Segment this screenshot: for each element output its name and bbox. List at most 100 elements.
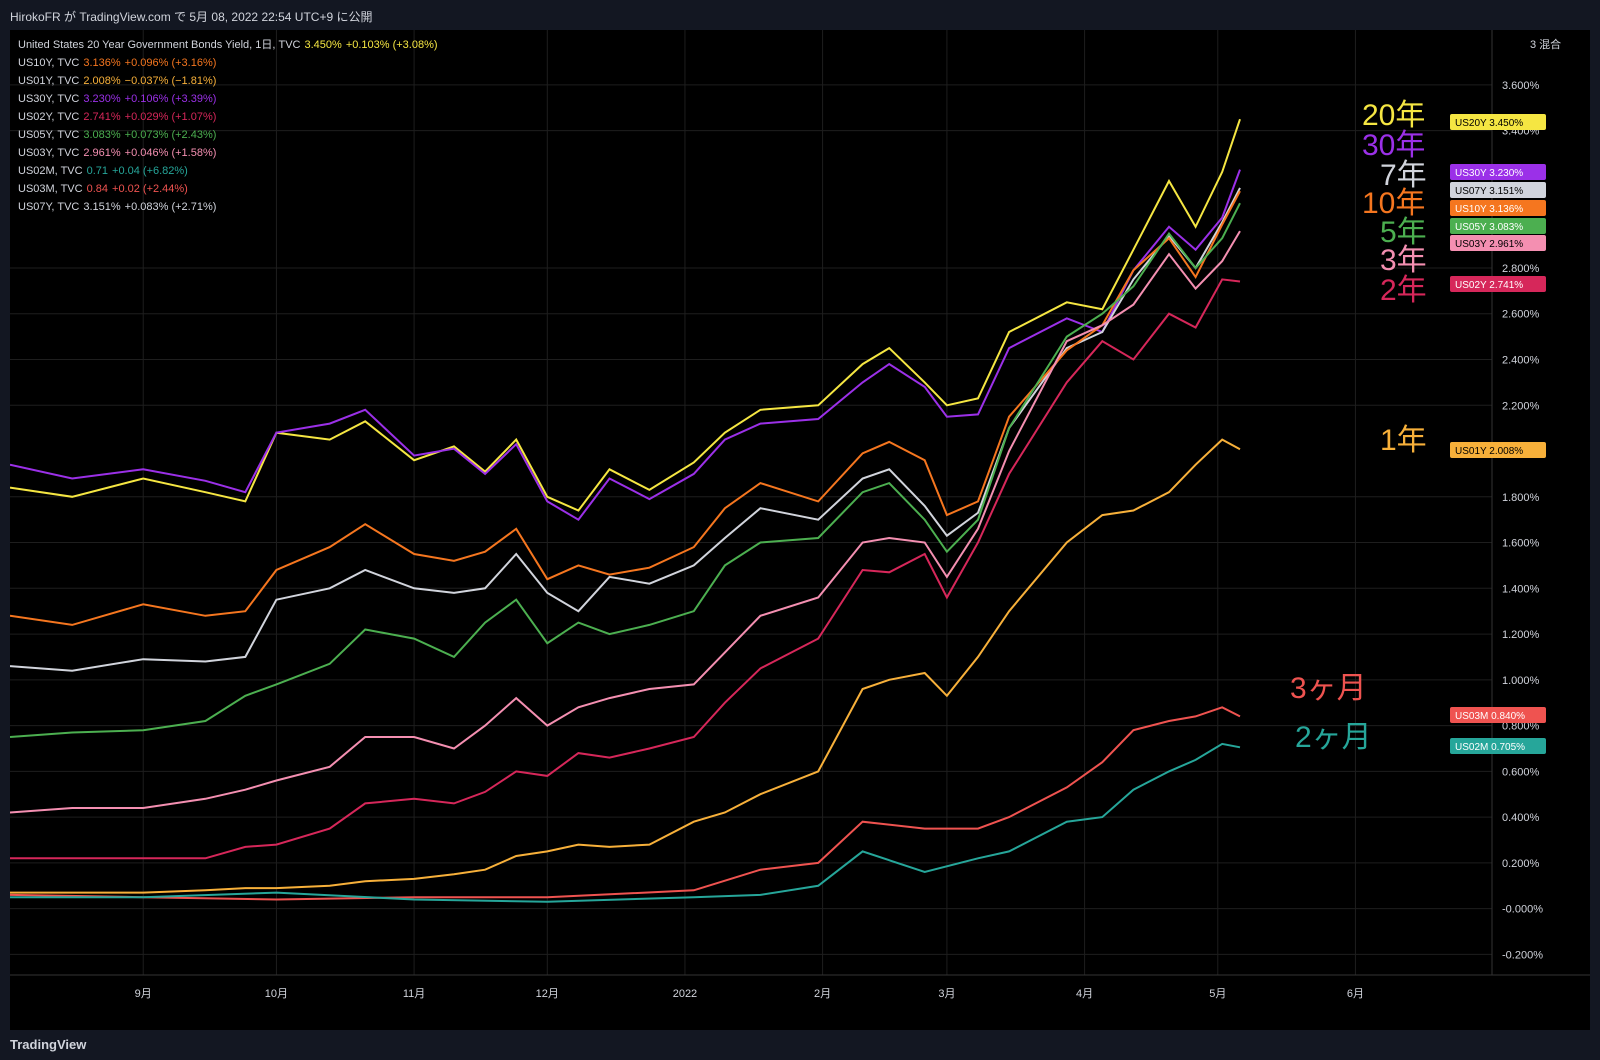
legend-change: +0.04 (+6.82%) bbox=[112, 165, 188, 177]
y-tick-label: -0.000% bbox=[1502, 904, 1543, 916]
legend-change: +0.096% (+3.16%) bbox=[124, 57, 217, 69]
price-tag-text: US02Y 2.741% bbox=[1455, 280, 1523, 291]
y-tick-label: 1.200% bbox=[1502, 629, 1540, 641]
price-tag-bg bbox=[1450, 200, 1546, 216]
price-tag-text: US20Y 3.450% bbox=[1455, 118, 1523, 129]
legend-value: 2.741% bbox=[83, 111, 121, 123]
x-tick-label: 2月 bbox=[814, 988, 831, 1000]
price-tag-us03y: US03Y 2.961% bbox=[1450, 235, 1546, 251]
price-tag-text: US03Y 2.961% bbox=[1455, 239, 1523, 250]
y-tick-label: 0.200% bbox=[1502, 858, 1540, 870]
legend-row[interactable]: US07Y, TVC 3.151% +0.083% (+2.71%) bbox=[18, 198, 438, 216]
legend-value: 2.961% bbox=[83, 147, 121, 159]
legend-row[interactable]: US05Y, TVC 3.083% +0.073% (+2.43%) bbox=[18, 126, 438, 144]
legend-change: +0.106% (+3.39%) bbox=[124, 93, 217, 105]
series-line-us30y bbox=[9, 169, 1241, 522]
legend-row[interactable]: US10Y, TVC 3.136% +0.096% (+3.16%) bbox=[18, 54, 438, 72]
price-tag-bg bbox=[1450, 182, 1546, 198]
legend-row[interactable]: US30Y, TVC 3.230% +0.106% (+3.39%) bbox=[18, 90, 438, 108]
series-label-us02m: 2ヶ月 bbox=[1295, 721, 1372, 754]
legend-row[interactable]: United States 20 Year Government Bonds Y… bbox=[18, 36, 438, 54]
legend-value: 3.083% bbox=[83, 129, 121, 141]
y-tick-label: 1.000% bbox=[1502, 675, 1540, 687]
x-tick-label: 11月 bbox=[403, 988, 425, 1000]
price-tag-us20y: US20Y 3.450% bbox=[1450, 114, 1546, 130]
legend-symbol: US07Y, TVC bbox=[18, 201, 80, 213]
legend-row[interactable]: US03M, TVC 0.84 +0.02 (+2.44%) bbox=[18, 180, 438, 198]
series-label-us20y: 20年 bbox=[1362, 99, 1425, 132]
footer: TradingView bbox=[10, 1030, 1590, 1060]
legend-symbol: United States 20 Year Government Bonds Y… bbox=[18, 39, 301, 51]
legend-symbol: US05Y, TVC bbox=[18, 129, 80, 141]
price-tag-bg bbox=[1450, 707, 1546, 723]
price-tag-text: US03M 0.840% bbox=[1455, 711, 1525, 722]
legend-value: 3.151% bbox=[83, 201, 121, 213]
price-tag-text: US30Y 3.230% bbox=[1455, 168, 1523, 179]
legend-row[interactable]: US02Y, TVC 2.741% +0.029% (+1.07%) bbox=[18, 108, 438, 126]
legend-change: −0.037% (−1.81%) bbox=[124, 75, 217, 87]
legend: United States 20 Year Government Bonds Y… bbox=[18, 36, 438, 216]
series-label-us10y: 10年 bbox=[1362, 187, 1425, 220]
y-tick-label: 1.800% bbox=[1502, 492, 1540, 504]
legend-value: 0.71 bbox=[86, 165, 109, 177]
x-tick-label: 12月 bbox=[536, 988, 559, 1000]
legend-change: +0.02 (+2.44%) bbox=[112, 183, 188, 195]
series-line-us01y bbox=[10, 438, 1241, 894]
legend-change: +0.103% (+3.08%) bbox=[345, 39, 438, 51]
scale-mode-label[interactable]: 3 混合 bbox=[1530, 39, 1562, 51]
series-line-us05y bbox=[9, 202, 1241, 738]
price-tag-bg bbox=[1450, 442, 1546, 458]
series-label-us02y: 2年 bbox=[1380, 274, 1427, 307]
legend-row[interactable]: US01Y, TVC 2.008% −0.037% (−1.81%) bbox=[18, 72, 438, 90]
x-tick-label: 10月 bbox=[265, 988, 288, 1000]
brand-text: TradingView bbox=[10, 1037, 87, 1052]
y-tick-label: 1.400% bbox=[1502, 583, 1540, 595]
y-tick-label: 3.600% bbox=[1502, 80, 1540, 92]
x-tick-label: 6月 bbox=[1347, 988, 1364, 1000]
legend-value: 0.84 bbox=[86, 183, 109, 195]
legend-value: 3.450% bbox=[304, 39, 342, 51]
y-tick-label: -0.200% bbox=[1502, 949, 1543, 961]
legend-symbol: US01Y, TVC bbox=[18, 75, 80, 87]
series-label-us30y: 30年 bbox=[1362, 129, 1425, 162]
legend-row[interactable]: US02M, TVC 0.71 +0.04 (+6.82%) bbox=[18, 162, 438, 180]
tradingview-logo[interactable]: TradingView bbox=[10, 1037, 86, 1052]
legend-symbol: US03M, TVC bbox=[18, 183, 83, 195]
price-tag-text: US01Y 2.008% bbox=[1455, 446, 1523, 457]
price-tag-bg bbox=[1450, 164, 1546, 180]
price-tag-us07y: US07Y 3.151% bbox=[1450, 182, 1546, 198]
legend-row[interactable]: US03Y, TVC 2.961% +0.046% (+1.58%) bbox=[18, 144, 438, 162]
price-tag-bg bbox=[1450, 218, 1546, 234]
legend-symbol: US02Y, TVC bbox=[18, 111, 80, 123]
y-tick-label: 2.400% bbox=[1502, 354, 1540, 366]
x-tick-label: 4月 bbox=[1076, 988, 1093, 1000]
series-line-us03y bbox=[9, 230, 1241, 814]
x-tick-label: 3月 bbox=[938, 988, 955, 1000]
legend-symbol: US10Y, TVC bbox=[18, 57, 80, 69]
series-line-us02m bbox=[10, 742, 1241, 903]
price-tag-bg bbox=[1450, 114, 1546, 130]
series-label-us05y: 5年 bbox=[1380, 216, 1427, 249]
price-tag-bg bbox=[1450, 235, 1546, 251]
price-tag-text: US07Y 3.151% bbox=[1455, 186, 1523, 197]
legend-symbol: US03Y, TVC bbox=[18, 147, 80, 159]
price-tag-us03m: US03M 0.840% bbox=[1450, 707, 1546, 723]
yield-chart[interactable]: 9月 10月 11月 12月 2022 2月 3月 4月 5月 6月3.600%3.400%2.8… bbox=[9, 30, 1590, 1030]
series-label-us01y: 1年 bbox=[1380, 424, 1427, 457]
y-tick-label: 0.800% bbox=[1502, 721, 1540, 733]
legend-change: +0.046% (+1.58%) bbox=[124, 147, 217, 159]
x-tick-label: 2022 bbox=[673, 988, 697, 1000]
y-tick-label: 2.200% bbox=[1502, 400, 1540, 412]
price-tag-bg bbox=[1450, 738, 1546, 754]
chart-area[interactable]: 9月 10月 11月 12月 2022 2月 3月 4月 5月 6月 3.600% 3.400% 2.8… bbox=[9, 30, 1590, 1030]
legend-value: 2.008% bbox=[83, 75, 121, 87]
price-tag-text: US02M 0.705% bbox=[1455, 742, 1525, 753]
series-line-us10y bbox=[9, 190, 1241, 626]
y-tick-label: 2.600% bbox=[1502, 309, 1540, 321]
y-tick-label: 0.400% bbox=[1502, 812, 1540, 824]
x-tick-label: 5月 bbox=[1209, 988, 1226, 1000]
legend-symbol: US30Y, TVC bbox=[18, 93, 80, 105]
price-tag-text: US10Y 3.136% bbox=[1455, 204, 1523, 215]
y-tick-label: 0.600% bbox=[1502, 766, 1540, 778]
price-tag-bg bbox=[1450, 276, 1546, 292]
